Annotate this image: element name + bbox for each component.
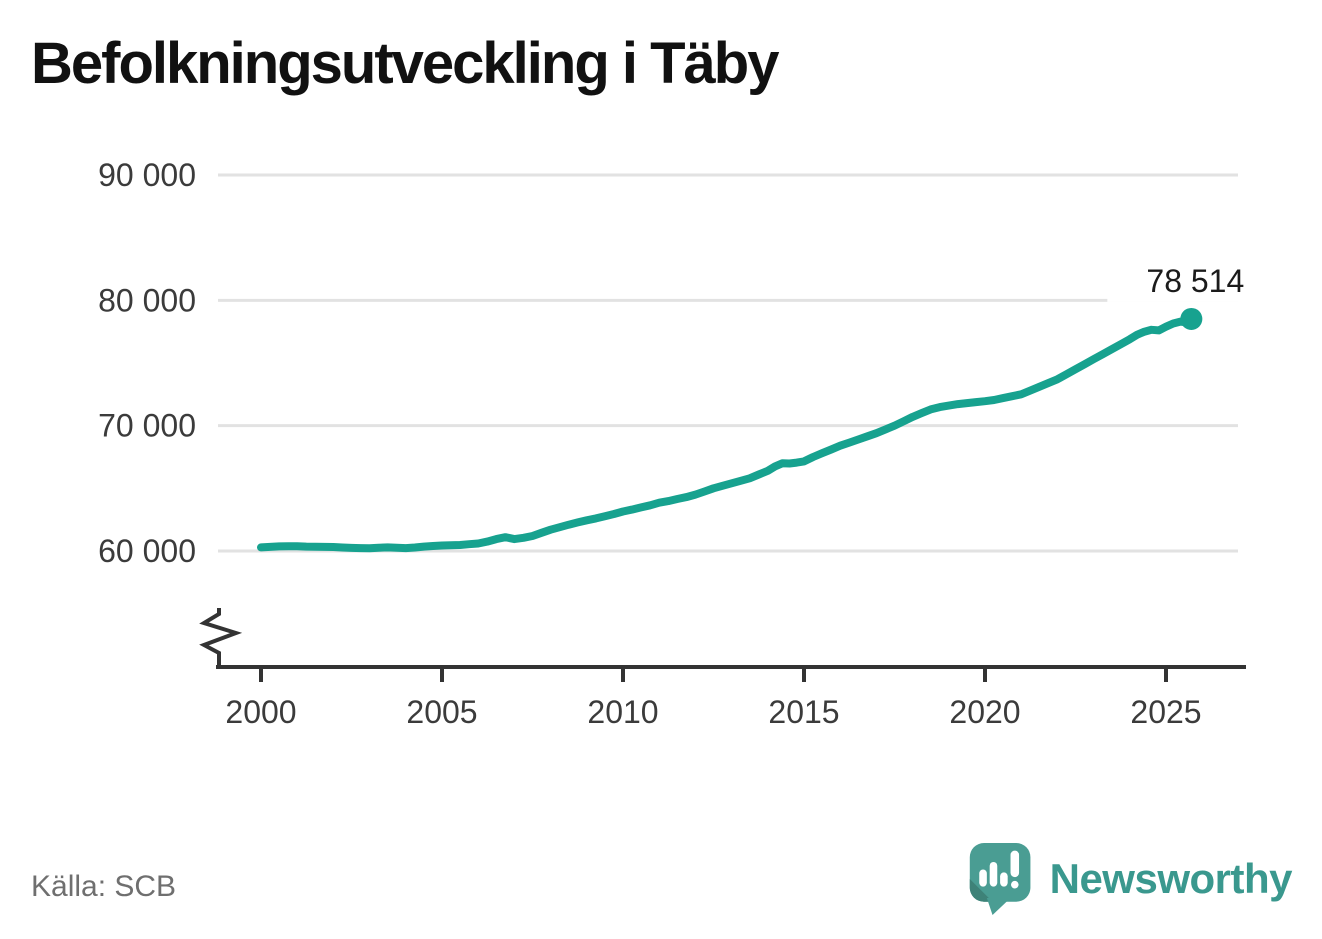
latest-point-marker — [1180, 307, 1203, 330]
logo-bar-2 — [989, 861, 997, 887]
page-title: Befolkningsutveckling i Täby — [31, 31, 779, 96]
y-tick-label: 70 000 — [98, 408, 196, 444]
x-tick-label: 2005 — [406, 694, 477, 730]
end-label-backdrop — [1107, 261, 1276, 302]
x-tick-label: 2025 — [1130, 694, 1201, 730]
logo-bar-1 — [978, 869, 987, 887]
logo-bar-3 — [999, 872, 1008, 887]
x-tick-label: 2010 — [587, 694, 658, 730]
population-line-chart: 60 000 70 000 80 000 90 000 2000 2005 2010 2015… — [98, 157, 1276, 730]
brand-name-text: Newsworthy — [1049, 855, 1293, 902]
y-tick-label: 90 000 — [98, 157, 196, 193]
logo-exclamation-bar — [1010, 850, 1019, 878]
axis-break-icon — [199, 608, 243, 667]
population-series-line — [257, 315, 1196, 553]
source-text: Källa: SCB — [31, 870, 177, 903]
newsworthy-logo-icon — [969, 843, 1031, 915]
y-tick-label: 80 000 — [98, 282, 196, 318]
latest-value-label: 78 514 — [1146, 263, 1244, 299]
logo-exclamation-dot — [1010, 880, 1019, 889]
x-tick-label: 2000 — [225, 694, 296, 730]
x-tick-label: 2020 — [949, 694, 1020, 730]
x-tick-label: 2015 — [768, 694, 839, 730]
newsworthy-brand: Newsworthy — [966, 840, 1293, 918]
y-tick-label: 60 000 — [98, 533, 196, 569]
